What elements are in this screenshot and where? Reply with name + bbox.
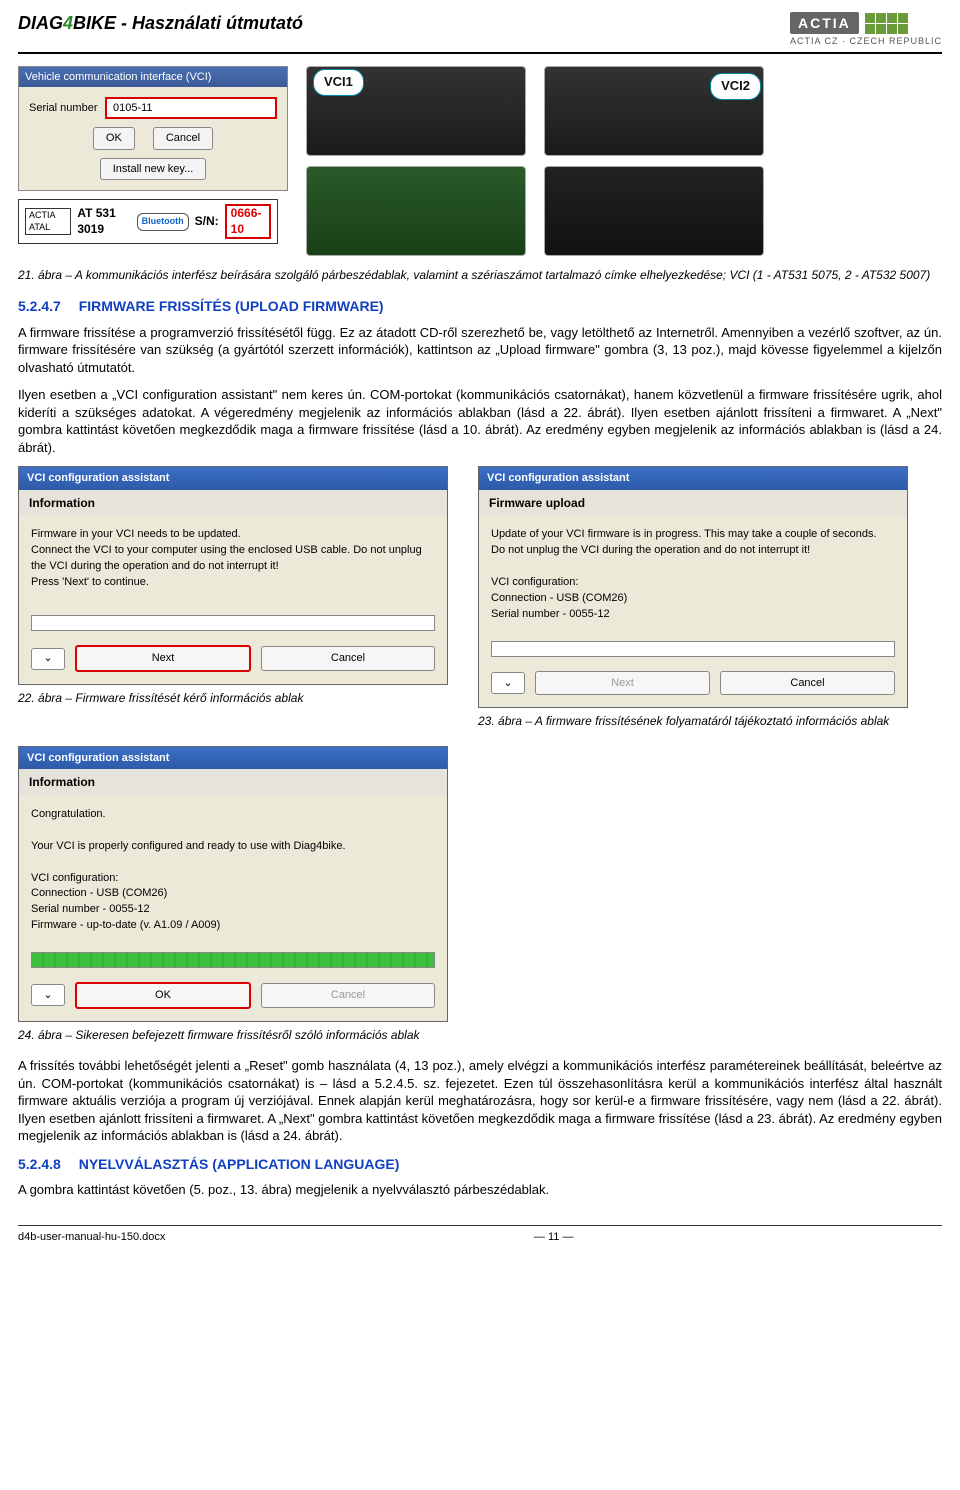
device-col-1: VCI1 — [306, 66, 526, 256]
window-22: VCI configuration assistant Information … — [18, 466, 448, 684]
fig24-wrap: VCI configuration assistant Information … — [18, 746, 942, 1043]
win22-subtitle: Information — [19, 490, 447, 518]
chevron-down-icon: ⌄ — [43, 988, 52, 1002]
footer-page: — 11 — — [534, 1230, 574, 1244]
vci-dialog: Vehicle communication interface (VCI) Se… — [18, 66, 288, 191]
win22-progress — [31, 615, 435, 631]
paragraph-4: A gombra kattintást követően (5. poz., 1… — [18, 1181, 942, 1199]
win22-body: Firmware in your VCI needs to be updated… — [19, 517, 447, 607]
paragraph-2: Ilyen esetben a „VCI configuration assis… — [18, 386, 942, 456]
device-vci2: VCI2 — [544, 66, 764, 156]
win24-body: Congratulation. Your VCI is properly con… — [19, 797, 447, 945]
vci1-bubble: VCI1 — [313, 69, 364, 96]
plate-model: AT 531 3019 — [77, 206, 130, 237]
install-key-button[interactable]: Install new key... — [100, 158, 207, 180]
win23-body: Update of your VCI firmware is in progre… — [479, 517, 907, 633]
page-header: DIAG4BIKE - Használati útmutató ACTIA AC… — [18, 12, 942, 54]
win22-title: VCI configuration assistant — [19, 467, 447, 489]
win22-dropdown[interactable]: ⌄ — [31, 648, 65, 670]
logo-subtitle: ACTIA CZ · CZECH REPUBLIC — [790, 36, 942, 48]
sn-label: S/N: — [195, 214, 219, 230]
cancel-button[interactable]: Cancel — [153, 127, 213, 149]
win24-title: VCI configuration assistant — [19, 747, 447, 769]
win23-progress — [491, 641, 895, 657]
section-5247-num: 5.2.4.7 — [18, 298, 61, 314]
win24-progress — [31, 952, 435, 968]
doc-title: DIAG4BIKE - Használati útmutató — [18, 12, 303, 35]
win24-subtitle: Information — [19, 769, 447, 797]
footer-filename: d4b-user-manual-hu-150.docx — [18, 1230, 165, 1244]
title-suffix: BIKE - Használati útmutató — [73, 13, 303, 33]
win24-ok-button[interactable]: OK — [75, 982, 251, 1008]
win24-cancel-button: Cancel — [261, 983, 435, 1007]
logo-cells-icon — [865, 13, 908, 34]
device-vci1: VCI1 — [306, 66, 526, 156]
win23-subtitle: Firmware upload — [479, 490, 907, 518]
vci2-bubble: VCI2 — [710, 73, 761, 100]
device-bt — [544, 166, 764, 256]
figure-21-caption: 21. ábra – A kommunikációs interfész beí… — [18, 268, 942, 284]
left-column: Vehicle communication interface (VCI) Se… — [18, 66, 288, 256]
title-prefix: DIAG — [18, 13, 63, 33]
figure-22-caption: 22. ábra – Firmware frissítését kérő inf… — [18, 691, 448, 707]
win23-dropdown[interactable]: ⌄ — [491, 672, 525, 694]
window-23: VCI configuration assistant Firmware upl… — [478, 466, 908, 708]
logo-block: ACTIA ACTIA CZ · CZECH REPUBLIC — [790, 12, 942, 48]
figure-24-caption: 24. ábra – Sikeresen befejezett firmware… — [18, 1028, 448, 1044]
section-5248-num: 5.2.4.8 — [18, 1156, 61, 1172]
win22-next-button[interactable]: Next — [75, 645, 251, 671]
fig22-wrap: VCI configuration assistant Information … — [18, 466, 448, 729]
paragraph-3: A frissítés további lehetőségét jelenti … — [18, 1057, 942, 1145]
win23-next-button: Next — [535, 671, 710, 695]
chevron-down-icon: ⌄ — [43, 651, 52, 665]
serial-input[interactable]: 0105-11 — [105, 97, 277, 119]
figure-23-caption: 23. ábra – A firmware frissítésének foly… — [478, 714, 908, 730]
win23-title: VCI configuration assistant — [479, 467, 907, 489]
logo-text: ACTIA — [790, 12, 859, 34]
figure-21-region: Vehicle communication interface (VCI) Se… — [18, 66, 942, 256]
serial-label: Serial number — [29, 101, 99, 115]
paragraph-1: A firmware frissítése a programverzió fr… — [18, 324, 942, 377]
chevron-down-icon: ⌄ — [503, 676, 512, 690]
title-accent: 4 — [63, 13, 73, 33]
device-col-2: VCI2 — [544, 66, 764, 256]
win23-cancel-button[interactable]: Cancel — [720, 671, 895, 695]
win22-cancel-button[interactable]: Cancel — [261, 646, 435, 670]
section-5248-title: NYELVVÁLASZTÁS (APPLICATION LANGUAGE) — [79, 1156, 400, 1172]
device-green — [306, 166, 526, 256]
page-footer: d4b-user-manual-hu-150.docx — 11 — — [18, 1225, 942, 1244]
fig23-wrap: VCI configuration assistant Firmware upl… — [478, 466, 908, 729]
serial-plate: ACTIA ATAL AT 531 3019 Bluetooth S/N: 06… — [18, 199, 278, 244]
section-5247-title: FIRMWARE FRISSÍTÉS (UPLOAD FIRMWARE) — [79, 298, 384, 314]
section-5247-heading: 5.2.4.7 FIRMWARE FRISSÍTÉS (UPLOAD FIRMW… — [18, 297, 942, 315]
bluetooth-badge: Bluetooth — [137, 213, 189, 231]
ok-button[interactable]: OK — [93, 127, 135, 149]
sn-value: 0666-10 — [225, 204, 271, 239]
win24-dropdown[interactable]: ⌄ — [31, 984, 65, 1006]
figure-22-23-row: VCI configuration assistant Information … — [18, 466, 942, 729]
window-24: VCI configuration assistant Information … — [18, 746, 448, 1022]
section-5248-heading: 5.2.4.8 NYELVVÁLASZTÁS (APPLICATION LANG… — [18, 1155, 942, 1173]
vci-dialog-title: Vehicle communication interface (VCI) — [19, 67, 287, 87]
plate-brand: ACTIA ATAL — [25, 208, 71, 235]
